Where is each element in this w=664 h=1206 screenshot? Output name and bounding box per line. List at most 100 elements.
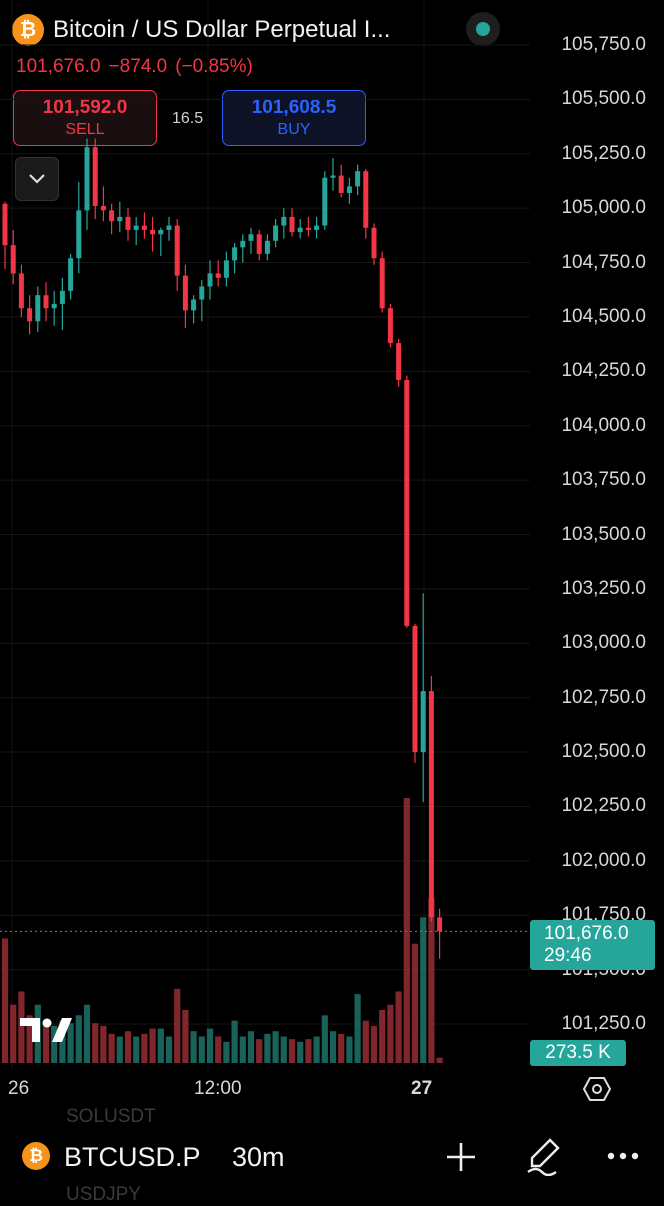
candle-body [232,247,238,261]
candle-body [158,229,164,235]
price-label: 104,000.0 [561,414,646,436]
volume-bar [198,1036,205,1063]
candle-body [207,273,213,287]
time-label-27: 27 [411,1078,433,1099]
candle-body [412,625,418,753]
candle-body [273,225,279,241]
chart-settings-icon[interactable] [582,1074,612,1104]
plus-icon[interactable] [444,1140,478,1174]
price-label: 102,750.0 [561,686,646,708]
volume-bar [190,1031,197,1063]
symbol-title-row[interactable]: ₿ Bitcoin / US Dollar Perpetual I... [12,14,390,46]
volume-bar [231,1020,238,1063]
bitcoin-icon: ₿ [22,1142,50,1170]
price-label: 105,750.0 [561,34,646,55]
candle-body [240,240,246,248]
buy-label: BUY [277,121,311,138]
candle-body [51,303,57,309]
last-price: 101,676.0 [16,56,101,77]
volume-bar [313,1036,320,1063]
bar-countdown: 29:46 [544,945,592,966]
volume-bar [165,1036,173,1063]
symbol-selector[interactable]: BTCUSD.P [64,1142,201,1172]
candle-body [314,225,320,230]
candle-body [305,227,311,230]
price-label: 102,500.0 [561,741,646,763]
sell-label: SELL [65,121,105,138]
volume-bar [411,943,419,1063]
volume-marker: 273.5 K [530,1040,626,1066]
volume-bar [1,938,9,1063]
volume-bar [10,1004,17,1063]
candle-body [68,258,74,291]
candle-body [84,147,90,211]
price-label: 102,250.0 [561,795,646,817]
volume-bar [141,1033,148,1063]
brush-icon[interactable] [524,1136,562,1176]
price-label: 103,250.0 [561,577,646,599]
volume-bar [83,1004,91,1063]
volume-bar [395,991,402,1063]
price-change: −874.0 [108,56,168,77]
candle-body [199,286,205,300]
live-dot-icon[interactable] [466,12,500,46]
price-label: 101,750.0 [561,904,646,926]
candle-body [109,210,115,222]
last-price-marker-value: 101,676.0 [544,923,629,944]
price-label: 104,500.0 [561,305,646,327]
quote-line: 101,676.0 −874.0 (−0.85%) [16,56,261,78]
symbol-title[interactable]: Bitcoin / US Dollar Perpetual I... [53,16,391,43]
price-change-pct: (−0.85%) [175,56,253,77]
volume-bar [26,1015,33,1063]
price-chart[interactable] [0,0,530,1070]
candle-body [18,273,24,309]
volume-bar [428,898,435,1063]
volume-bar [42,1020,50,1063]
candle-body [248,234,254,241]
candle-body [27,308,33,322]
candle-body [330,175,336,178]
candle-body [404,380,410,626]
buy-price: 101,608.5 [251,97,337,118]
price-label: 105,500.0 [561,88,646,110]
candle-body [289,216,295,233]
candle-body [223,260,229,278]
ghost-row-2: USDJPY [66,1184,141,1205]
tradingview-logo[interactable] [18,1014,74,1046]
volume-bar [149,1028,156,1063]
candle-body [215,273,221,278]
price-label: 104,250.0 [561,360,646,382]
volume-bar [403,798,410,1063]
candle-body [35,295,41,322]
candle-body [371,227,377,259]
price-label: 103,750.0 [561,469,646,491]
volume-bar [280,1036,287,1063]
candle-body [59,290,65,304]
volume-bar [379,1010,386,1063]
more-icon[interactable] [606,1148,640,1164]
price-label: 103,500.0 [561,523,646,545]
candle-body [346,186,352,193]
volume-bar [67,1023,74,1063]
price-label: 105,000.0 [561,197,646,219]
candle-body [133,225,139,230]
candle-body [43,295,49,309]
volume-bar [305,1039,312,1063]
volume-bar [354,994,361,1063]
volume-bar [116,1036,123,1063]
price-label: 102,000.0 [561,849,646,871]
candle-body [387,308,393,344]
candle-body [2,203,8,246]
volume-bar [100,1025,107,1063]
volume-bar [264,1033,271,1063]
sell-price: 101,592.0 [42,97,128,118]
volume-bar [370,1025,378,1063]
volume-bar [133,1036,140,1063]
volume-bar [346,1036,353,1063]
volume-bar [239,1036,246,1063]
collapse-button[interactable] [15,157,59,201]
volume-bar [182,1010,189,1063]
interval-selector[interactable]: 30m [232,1142,285,1172]
volume-bar [206,1028,214,1063]
volume-bar [321,1015,328,1063]
